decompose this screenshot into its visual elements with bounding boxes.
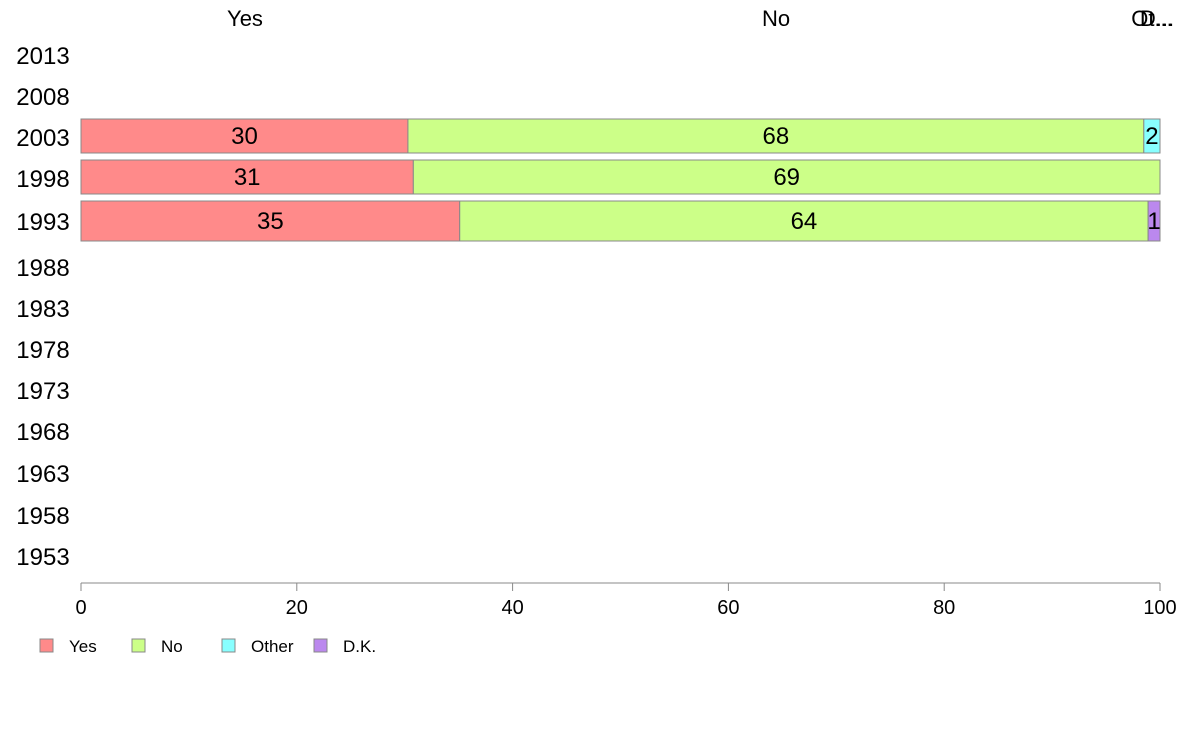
row-label-1958: 1958	[16, 503, 69, 530]
legend-swatch-other	[221, 638, 236, 653]
legend-swatch-dk	[313, 638, 328, 653]
row-label-1978: 1978	[16, 337, 69, 364]
legend-swatch-yes	[39, 638, 54, 653]
row-labels: 2013 2008 2003 1998 1993 1988 1983 1978 1973 1968…	[16, 43, 69, 571]
row-label-1953: 1953	[16, 544, 69, 571]
legend: Yes No Other D.K.	[39, 637, 376, 656]
bar-2003-yes	[80, 118, 409, 154]
bar-1993-yes	[80, 200, 461, 242]
x-axis: 0 20 40 60 80 100	[75, 582, 1177, 619]
legend-label-dk: D.K.	[343, 637, 376, 656]
bar-2003-other	[1143, 118, 1161, 154]
legend-label-yes: Yes	[69, 637, 97, 656]
row-label-1983: 1983	[16, 296, 69, 323]
data-label-2003-no: 68	[763, 123, 790, 150]
data-label-1998-yes: 31	[234, 164, 261, 191]
row-label-2003: 2003	[16, 125, 69, 152]
data-label-1998-no: 69	[773, 164, 800, 191]
data-label-1993-dk: 1	[1147, 208, 1160, 235]
x-tick-label-80: 80	[933, 597, 955, 619]
bar-1993-dk	[1147, 200, 1161, 242]
row-label-2008: 2008	[16, 84, 69, 111]
bar-1998-no	[412, 159, 1161, 195]
column-header-4: D...	[1140, 6, 1174, 31]
row-label-1998: 1998	[16, 166, 69, 193]
bar-2003-no	[407, 118, 1145, 154]
column-headers: Yes No Ot...D...	[227, 6, 1174, 31]
row-label-1973: 1973	[16, 378, 69, 405]
column-header-2: No	[762, 6, 790, 31]
legend-label-no: No	[161, 637, 183, 656]
data-label-1993-no: 64	[791, 208, 818, 235]
bars: 30 68 2 31 69 35 64 1	[80, 118, 1161, 242]
data-label-2003-other: 2	[1145, 123, 1158, 150]
x-tick-label-0: 0	[75, 597, 86, 619]
legend-swatch-no	[131, 638, 146, 653]
x-tick-label-100: 100	[1143, 597, 1176, 619]
row-label-1993: 1993	[16, 209, 69, 236]
row-label-2013: 2013	[16, 43, 69, 70]
data-label-2003-yes: 30	[231, 123, 258, 150]
x-tick-label-20: 20	[286, 597, 308, 619]
legend-label-other: Other	[251, 637, 294, 656]
x-tick-label-60: 60	[717, 597, 739, 619]
data-label-1993-yes: 35	[257, 208, 284, 235]
bar-1993-no	[459, 200, 1149, 242]
x-tick-label-40: 40	[501, 597, 523, 619]
row-label-1968: 1968	[16, 419, 69, 446]
column-header-1: Yes	[227, 6, 263, 31]
column-header-3: Ot...	[1131, 6, 1173, 31]
row-label-1963: 1963	[16, 461, 69, 488]
row-label-1988: 1988	[16, 255, 69, 282]
